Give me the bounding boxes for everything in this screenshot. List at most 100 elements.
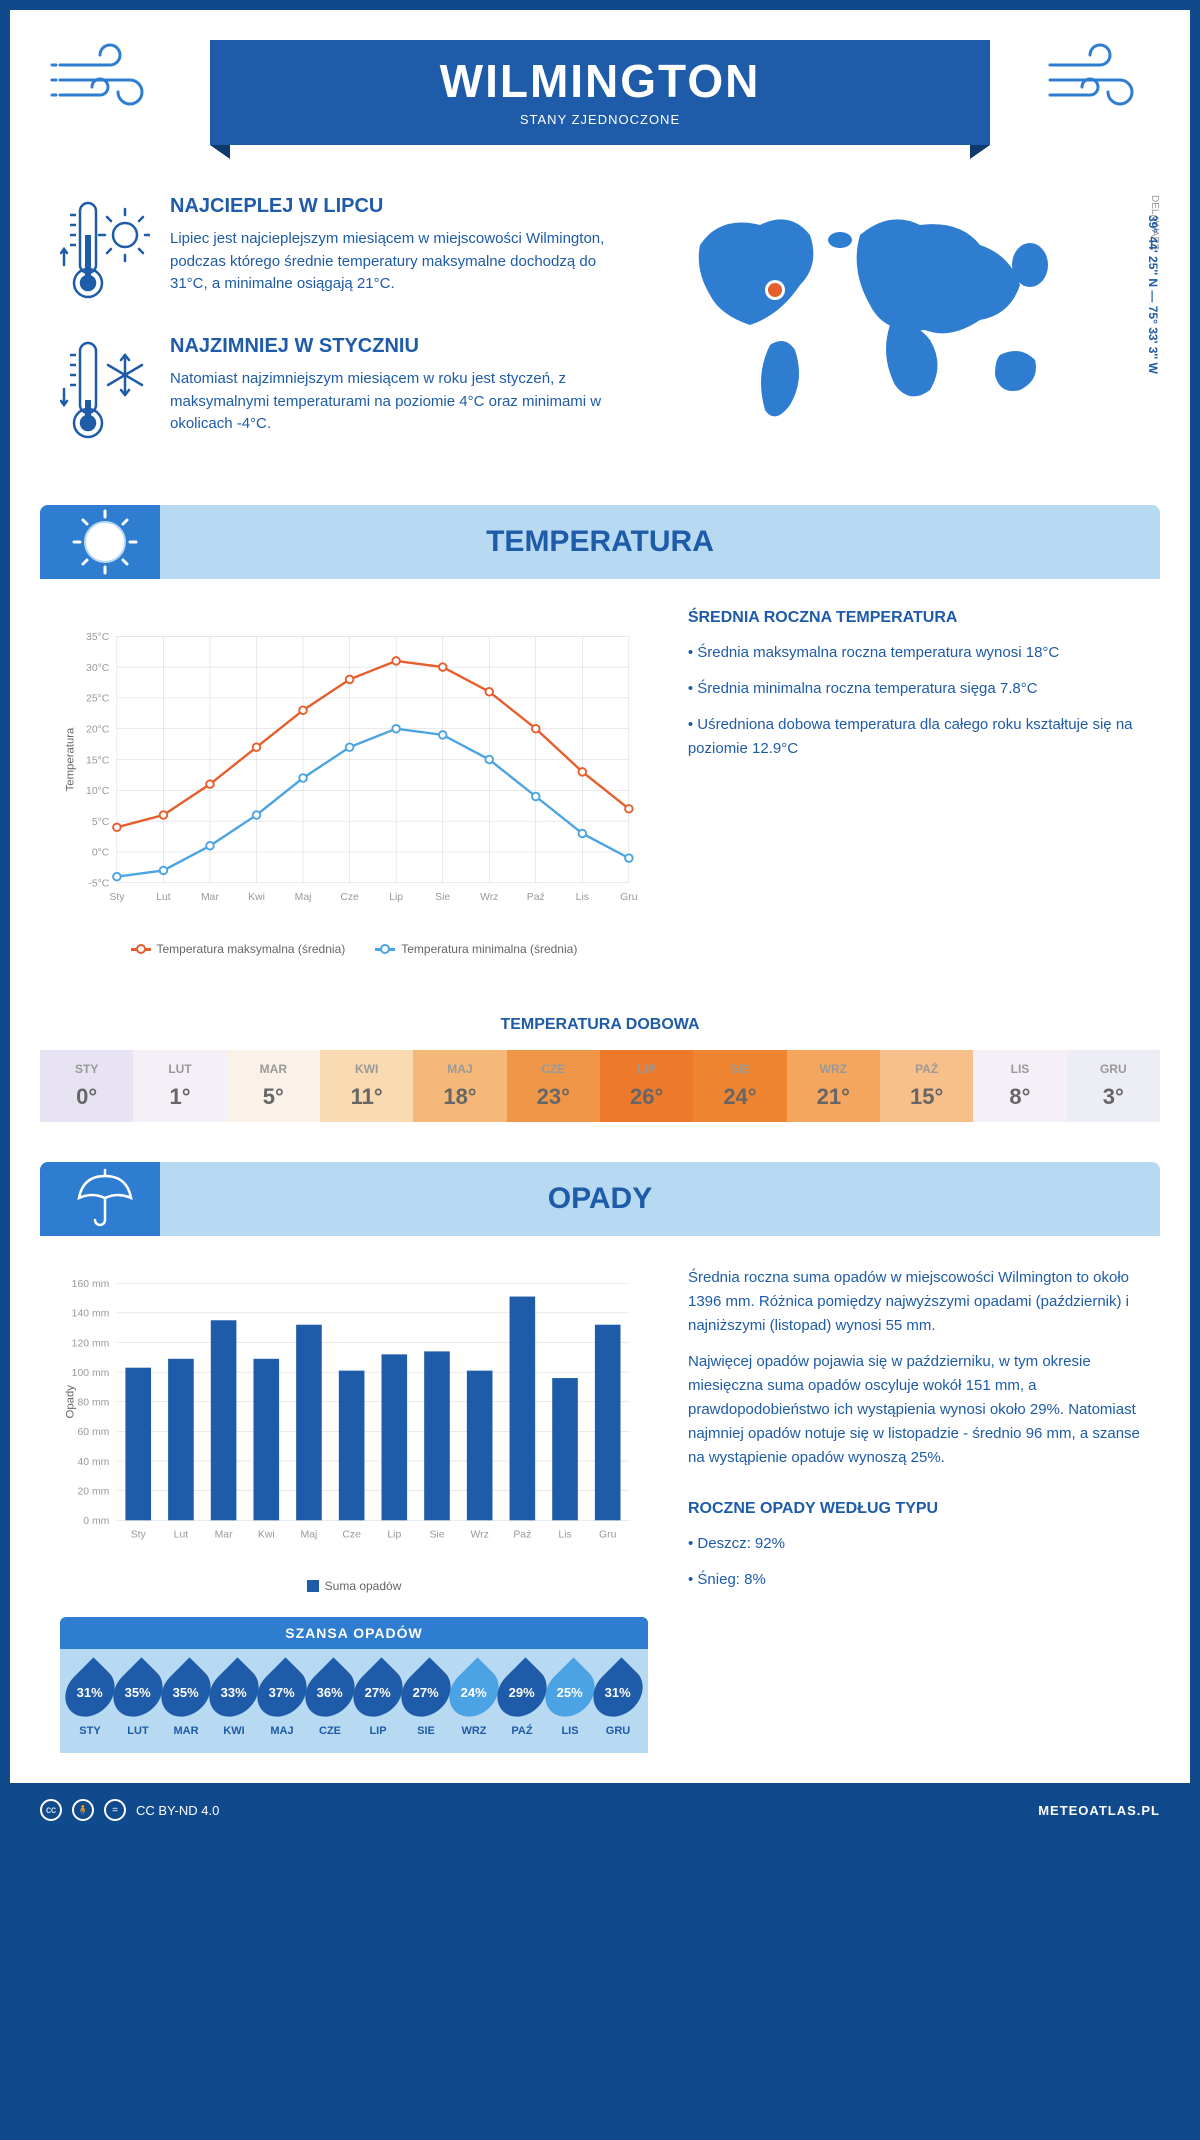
header: WILMINGTON STANY ZJEDNOCZONE bbox=[10, 10, 1190, 165]
svg-text:Sty: Sty bbox=[131, 1529, 147, 1540]
temp-cell: GRU3° bbox=[1067, 1050, 1160, 1122]
bullet: • Śnieg: 8% bbox=[688, 1568, 1140, 1592]
chance-title: SZANSA OPADÓW bbox=[60, 1617, 648, 1649]
drop-cell: 37%MAJ bbox=[260, 1665, 304, 1737]
precip-type-bullets: • Deszcz: 92% • Śnieg: 8% bbox=[688, 1532, 1140, 1592]
temp-cell: KWI11° bbox=[320, 1050, 413, 1122]
svg-text:100 mm: 100 mm bbox=[72, 1368, 110, 1379]
precipitation-body: 0 mm20 mm40 mm60 mm80 mm100 mm120 mm140 … bbox=[10, 1236, 1190, 1783]
daily-temp-title: TEMPERATURA DOBOWA bbox=[10, 1016, 1190, 1034]
drop-cell: 27%SIE bbox=[404, 1665, 448, 1737]
umbrella-icon bbox=[70, 1164, 140, 1234]
svg-text:35°C: 35°C bbox=[86, 632, 110, 643]
drop-cell: 35%LUT bbox=[116, 1665, 160, 1737]
svg-text:30°C: 30°C bbox=[86, 663, 110, 674]
daily-temp-grid: STY0°LUT1°MAR5°KWI11°MAJ18°CZE23°LIP26°S… bbox=[40, 1050, 1160, 1122]
temp-legend: Temperatura maksymalna (średnia) Tempera… bbox=[60, 942, 648, 956]
svg-text:Lut: Lut bbox=[174, 1529, 189, 1540]
temperature-title: TEMPERATURA bbox=[60, 525, 1140, 559]
temp-cell: MAJ18° bbox=[413, 1050, 506, 1122]
svg-text:Sie: Sie bbox=[429, 1529, 444, 1540]
svg-text:Sie: Sie bbox=[435, 892, 450, 903]
drop-cell: 36%CZE bbox=[308, 1665, 352, 1737]
legend-min-label: Temperatura minimalna (średnia) bbox=[401, 942, 577, 956]
svg-text:Temperatura: Temperatura bbox=[64, 727, 76, 791]
wind-icon bbox=[1040, 40, 1150, 120]
svg-text:Lip: Lip bbox=[389, 892, 403, 903]
svg-text:Cze: Cze bbox=[342, 1529, 361, 1540]
drop-cell: 29%PAŹ bbox=[500, 1665, 544, 1737]
precipitation-title: OPADY bbox=[60, 1182, 1140, 1216]
coldest-block: NAJZIMNIEJ W STYCZNIU Natomiast najzimni… bbox=[60, 335, 620, 445]
precip-text-1: Średnia roczna suma opadów w miejscowośc… bbox=[688, 1266, 1140, 1338]
precipitation-header: OPADY bbox=[40, 1162, 1160, 1236]
temp-cell: LIS8° bbox=[973, 1050, 1066, 1122]
svg-text:0 mm: 0 mm bbox=[83, 1516, 109, 1527]
temp-cell: STY0° bbox=[40, 1050, 133, 1122]
by-icon: 🧍 bbox=[72, 1799, 94, 1821]
drop-cell: 35%MAR bbox=[164, 1665, 208, 1737]
warmest-text: Lipiec jest najcieplejszym miesiącem w m… bbox=[170, 228, 620, 296]
temp-cell: LIP26° bbox=[600, 1050, 693, 1122]
precip-legend: Suma opadów bbox=[60, 1579, 648, 1593]
svg-text:Paź: Paź bbox=[527, 892, 545, 903]
legend-max-label: Temperatura maksymalna (średnia) bbox=[157, 942, 346, 956]
license-text: CC BY-ND 4.0 bbox=[136, 1803, 219, 1818]
svg-text:Wrz: Wrz bbox=[480, 892, 498, 903]
svg-text:60 mm: 60 mm bbox=[77, 1427, 109, 1438]
drop-cell: 31%STY bbox=[68, 1665, 112, 1737]
drop-cell: 25%LIS bbox=[548, 1665, 592, 1737]
precip-type-title: ROCZNE OPADY WEDŁUG TYPU bbox=[688, 1500, 1140, 1518]
country-subtitle: STANY ZJEDNOCZONE bbox=[210, 112, 990, 127]
drop-cell: 24%WRZ bbox=[452, 1665, 496, 1737]
cc-icon: cc bbox=[40, 1799, 62, 1821]
temperature-header: TEMPERATURA bbox=[40, 505, 1160, 579]
svg-text:40 mm: 40 mm bbox=[77, 1457, 109, 1468]
nd-icon: = bbox=[104, 1799, 126, 1821]
temp-cell: PAŹ15° bbox=[880, 1050, 973, 1122]
svg-text:Lis: Lis bbox=[558, 1529, 571, 1540]
sun-icon bbox=[70, 507, 140, 577]
map-block: DELAWARE 39° 44' 25'' N — 75° 33' 3'' W bbox=[660, 195, 1140, 475]
svg-text:25°C: 25°C bbox=[86, 694, 110, 705]
bullet: • Uśredniona dobowa temperatura dla całe… bbox=[688, 713, 1140, 761]
warmest-title: NAJCIEPLEJ W LIPCU bbox=[170, 195, 620, 218]
bullet: • Średnia maksymalna roczna temperatura … bbox=[688, 641, 1140, 665]
svg-text:10°C: 10°C bbox=[86, 786, 110, 797]
bullet: • Deszcz: 92% bbox=[688, 1532, 1140, 1556]
world-map-icon bbox=[660, 195, 1100, 435]
legend-precip-label: Suma opadów bbox=[325, 1579, 402, 1593]
temp-bullets: • Średnia maksymalna roczna temperatura … bbox=[688, 641, 1140, 761]
svg-text:-5°C: -5°C bbox=[88, 879, 109, 890]
svg-text:80 mm: 80 mm bbox=[77, 1398, 109, 1409]
svg-text:Lis: Lis bbox=[576, 892, 589, 903]
svg-text:Paź: Paź bbox=[513, 1529, 531, 1540]
coldest-text: Natomiast najzimniejszym miesiącem w rok… bbox=[170, 368, 620, 436]
temp-facts-title: ŚREDNIA ROCZNA TEMPERATURA bbox=[688, 609, 1140, 627]
title-banner: WILMINGTON STANY ZJEDNOCZONE bbox=[210, 40, 990, 145]
intro-section: NAJCIEPLEJ W LIPCU Lipiec jest najcieple… bbox=[10, 165, 1190, 505]
temp-cell: CZE23° bbox=[507, 1050, 600, 1122]
svg-text:5°C: 5°C bbox=[92, 817, 110, 828]
city-title: WILMINGTON bbox=[210, 54, 990, 108]
site-name: METEOATLAS.PL bbox=[1038, 1803, 1160, 1818]
coordinates: 39° 44' 25'' N — 75° 33' 3'' W bbox=[1146, 215, 1160, 374]
svg-text:Lip: Lip bbox=[387, 1529, 401, 1540]
temp-cell: MAR5° bbox=[227, 1050, 320, 1122]
svg-text:Sty: Sty bbox=[109, 892, 125, 903]
svg-text:20°C: 20°C bbox=[86, 724, 110, 735]
precip-text-2: Najwięcej opadów pojawia się w październ… bbox=[688, 1350, 1140, 1470]
svg-text:Lut: Lut bbox=[156, 892, 171, 903]
svg-text:Mar: Mar bbox=[215, 1529, 233, 1540]
drop-cell: 31%GRU bbox=[596, 1665, 640, 1737]
coldest-title: NAJZIMNIEJ W STYCZNIU bbox=[170, 335, 620, 358]
svg-text:Gru: Gru bbox=[620, 892, 638, 903]
svg-text:Gru: Gru bbox=[599, 1529, 617, 1540]
svg-text:0°C: 0°C bbox=[92, 848, 110, 859]
temperature-line-chart: -5°C0°C5°C10°C15°C20°C25°C30°C35°CStyLut… bbox=[60, 609, 648, 929]
svg-text:Opady: Opady bbox=[64, 1385, 76, 1419]
temperature-body: -5°C0°C5°C10°C15°C20°C25°C30°C35°CStyLut… bbox=[10, 579, 1190, 986]
temp-cell: LUT1° bbox=[133, 1050, 226, 1122]
svg-text:Mar: Mar bbox=[201, 892, 219, 903]
temp-cell: SIE24° bbox=[693, 1050, 786, 1122]
